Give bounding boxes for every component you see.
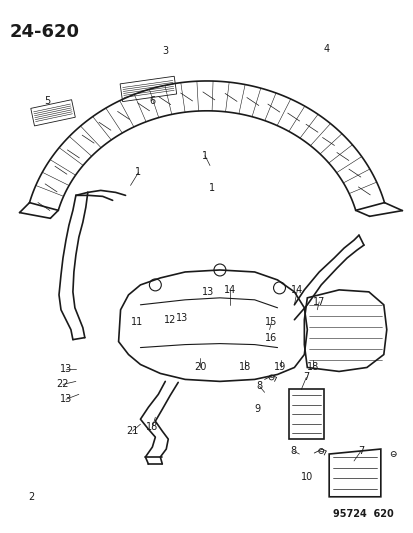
Text: 13: 13 — [60, 365, 72, 375]
Text: 3: 3 — [162, 46, 168, 56]
Text: 20: 20 — [193, 362, 206, 373]
Text: 15: 15 — [265, 317, 277, 327]
Text: 13: 13 — [202, 287, 214, 297]
Text: 1: 1 — [202, 151, 208, 160]
Text: 1: 1 — [135, 167, 141, 177]
Text: 18: 18 — [306, 362, 319, 373]
Text: 18: 18 — [146, 422, 158, 432]
Text: 12: 12 — [164, 314, 176, 325]
Text: 22: 22 — [57, 379, 69, 390]
Text: 7: 7 — [357, 446, 363, 456]
Text: 9: 9 — [254, 404, 260, 414]
Text: 19: 19 — [274, 362, 286, 373]
Text: 8: 8 — [256, 382, 262, 391]
Text: 14: 14 — [291, 285, 303, 295]
Text: 24-620: 24-620 — [9, 23, 79, 41]
Text: 16: 16 — [265, 333, 277, 343]
Text: 2: 2 — [28, 492, 34, 502]
Text: 5: 5 — [44, 96, 50, 106]
Text: 13: 13 — [176, 313, 188, 323]
Text: 8: 8 — [290, 446, 296, 456]
Text: 4: 4 — [323, 44, 328, 54]
Text: 18: 18 — [238, 362, 250, 373]
Text: 21: 21 — [126, 426, 138, 436]
Text: 6: 6 — [149, 96, 155, 106]
Text: 11: 11 — [131, 317, 143, 327]
Text: 13: 13 — [60, 394, 72, 405]
Text: 1: 1 — [209, 183, 214, 193]
Text: 7: 7 — [302, 373, 309, 382]
Text: 10: 10 — [301, 472, 313, 482]
Text: 95724  620: 95724 620 — [332, 508, 393, 519]
Text: 17: 17 — [312, 297, 325, 307]
Text: 14: 14 — [223, 285, 235, 295]
